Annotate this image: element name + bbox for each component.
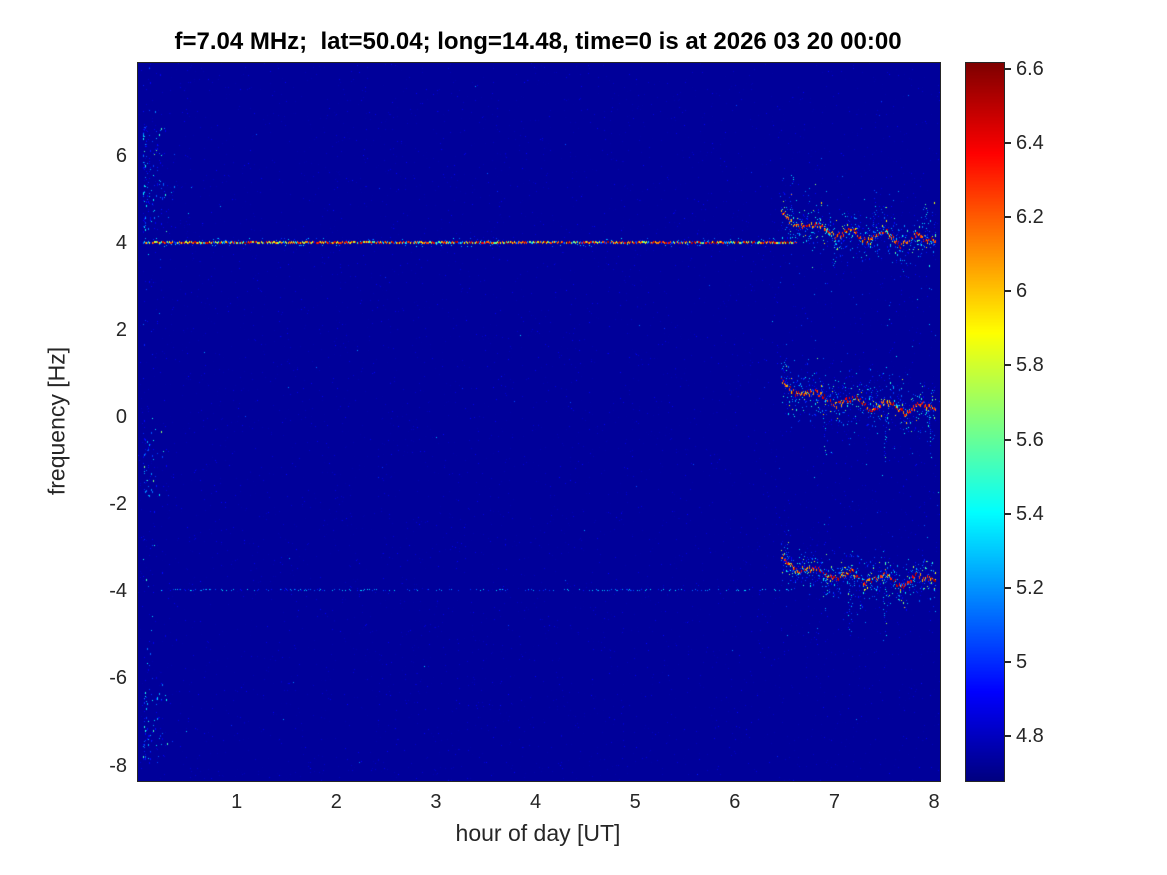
spectrogram-canvas xyxy=(138,63,940,781)
colorbar-tick-label: 6.6 xyxy=(1016,58,1044,81)
colorbar-tick-label: 5 xyxy=(1016,650,1028,673)
chart-title: f=7.04 MHz; lat=50.04; long=14.48, time=… xyxy=(174,28,902,55)
x-tick-label: 2 xyxy=(330,791,342,813)
y-tick-label: -4 xyxy=(109,580,127,603)
colorbar-tickmark xyxy=(1005,142,1011,145)
x-axis-label: hour of day [UT] xyxy=(455,820,621,846)
colorbar-tickmark xyxy=(1005,512,1011,515)
colorbar-tick-label: 5.4 xyxy=(1016,502,1044,525)
y-tick-label: 4 xyxy=(115,231,127,254)
colorbar-tickmark xyxy=(1005,216,1011,219)
colorbar-tickmark xyxy=(1005,438,1011,441)
x-tick-label: 7 xyxy=(828,791,840,813)
colorbar-tick-label: 4.8 xyxy=(1016,724,1044,747)
x-tick-label: 1 xyxy=(231,791,243,813)
colorbar-gradient-canvas xyxy=(966,63,1004,781)
x-tick-label: 6 xyxy=(729,791,741,813)
x-tick-label: 3 xyxy=(430,791,442,813)
y-tick-label: 6 xyxy=(115,144,127,167)
y-tick-label: -8 xyxy=(109,754,127,777)
plot-area xyxy=(137,62,941,782)
x-tick-label: 4 xyxy=(529,791,542,813)
colorbar-tickmark xyxy=(1005,364,1011,367)
colorbar-tickmark xyxy=(1005,586,1011,589)
x-tick-label: 5 xyxy=(629,791,641,813)
y-tick-label: 0 xyxy=(115,406,127,429)
x-tick-label: 8 xyxy=(928,791,940,813)
colorbar-tick-label: 5.6 xyxy=(1016,428,1044,451)
colorbar-tickmark xyxy=(1005,68,1011,71)
colorbar-tickmark xyxy=(1005,734,1011,737)
y-tick-label: -6 xyxy=(109,667,127,690)
colorbar-tick-label: 6.2 xyxy=(1016,206,1044,229)
colorbar-tick-label: 5.8 xyxy=(1016,354,1044,377)
y-tick-label: -2 xyxy=(109,493,127,516)
colorbar-tick-label: 6.4 xyxy=(1016,132,1044,155)
y-tick-label: 2 xyxy=(115,318,127,341)
colorbar-tickmark xyxy=(1005,290,1011,293)
colorbar-tick-label: 6 xyxy=(1016,280,1028,303)
colorbar xyxy=(965,62,1005,782)
colorbar-tick-label: 5.2 xyxy=(1016,576,1044,599)
colorbar-tickmark xyxy=(1005,660,1011,663)
